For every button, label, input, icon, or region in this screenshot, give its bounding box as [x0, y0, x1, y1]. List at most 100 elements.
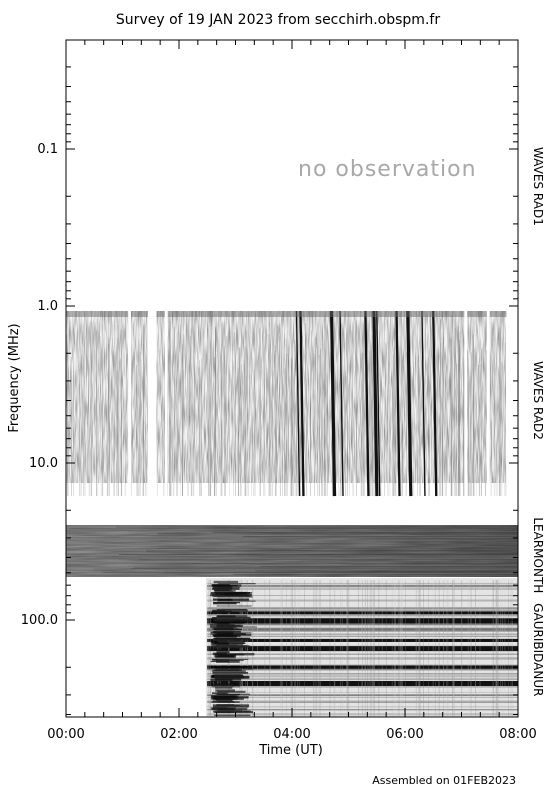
- x-tick-label: 06:00: [386, 727, 423, 742]
- rad2-faint-line: [429, 314, 431, 497]
- rad2-faint-line: [214, 326, 216, 497]
- rad2-faint-line: [97, 332, 99, 497]
- gauri-burst-streak: [216, 660, 240, 663]
- rad2-faint-line: [182, 370, 185, 497]
- chart-title: Survey of 19 JAN 2023 from secchirh.obsp…: [116, 12, 440, 28]
- rad2-faint-line: [79, 325, 81, 497]
- rad2-faint-line: [209, 327, 212, 497]
- rad2-faint-line: [401, 319, 403, 497]
- gauri-burst-streak: [213, 640, 252, 642]
- rad2-faint-line: [239, 364, 242, 497]
- panel-label: LEARMONTH: [531, 517, 545, 593]
- rad2-faint-line: [89, 354, 92, 497]
- rad2-faint-line: [193, 317, 195, 497]
- x-axis: 00:00 02:00 04:00 06:00 08:00: [47, 40, 537, 742]
- rad2-faint-line: [468, 368, 470, 497]
- gauri-burst-streak: [216, 704, 235, 706]
- rad2-faint-line: [393, 348, 395, 497]
- rad2-faint-line: [95, 322, 98, 497]
- rad2-faint-line: [436, 366, 439, 497]
- y-tick-label: 10.0: [29, 456, 58, 471]
- rad2-faint-line: [467, 350, 469, 497]
- rad2-faint-line: [478, 354, 481, 497]
- rad2-faint-line: [442, 322, 444, 497]
- gauri-burst-streak: [216, 651, 230, 654]
- panel-label: GAURIBIDANUR: [531, 603, 545, 696]
- rad2-faint-line: [314, 336, 316, 497]
- rad2-faint-line: [286, 330, 289, 497]
- y-tick-label: 1.0: [37, 299, 58, 314]
- rad2-faint-line: [499, 312, 501, 497]
- no-observation-note: no observation: [298, 157, 477, 182]
- rad2-faint-line: [169, 313, 171, 497]
- gauri-burst-streak: [212, 586, 233, 590]
- rad2-faint-line: [210, 316, 212, 497]
- gauri-burst-streak: [210, 648, 224, 652]
- rad2-faint-line: [439, 319, 442, 497]
- rad2-faint-line: [142, 343, 145, 497]
- gauri-burst-streak: [216, 628, 232, 631]
- gauri-burst-streak: [217, 583, 256, 585]
- rad2-faint-line: [144, 324, 147, 497]
- rad2-faint-line: [405, 351, 408, 497]
- rad2-faint-line: [451, 316, 453, 497]
- panel-waves-rad1: no observation: [298, 157, 477, 182]
- rad2-faint-line: [268, 334, 271, 497]
- rad2-gap: [147, 305, 157, 499]
- gauri-burst-streak: [213, 620, 248, 623]
- rad2-faint-line: [253, 368, 255, 497]
- panel-label: WAVES RAD2: [531, 361, 545, 440]
- rad2-faint-line: [225, 335, 228, 497]
- rad2-faint-line: [162, 331, 164, 497]
- rad2-faint-line: [177, 341, 180, 497]
- rad2-burst-line: [295, 310, 301, 497]
- gauri-burst-streak: [213, 602, 237, 605]
- rad2-faint-line: [259, 327, 262, 497]
- gauri-burst-streak: [211, 644, 238, 647]
- rad2-faint-line: [130, 324, 133, 497]
- gauri-burst-streak: [213, 590, 236, 592]
- rad2-faint-line: [500, 362, 503, 497]
- rad2-faint-line: [223, 346, 226, 497]
- gauri-burst-streak: [215, 668, 240, 670]
- rad2-faint-line: [291, 339, 294, 497]
- rad2-faint-line: [462, 356, 465, 497]
- rad2-faint-line: [305, 323, 308, 497]
- y-tick-label: 100.0: [21, 613, 58, 628]
- rad2-gap: [464, 305, 468, 499]
- gauri-burst-streak: [212, 652, 227, 656]
- rad2-faint-line: [107, 326, 110, 497]
- rad2-faint-line: [168, 329, 170, 497]
- rad2-gap: [128, 305, 131, 499]
- rad2-faint-line: [418, 356, 421, 497]
- rad2-faint-line: [266, 367, 269, 497]
- rad2-faint-line: [189, 336, 192, 497]
- rad2-faint-line: [401, 365, 404, 497]
- gauri-burst-streak: [212, 700, 233, 703]
- rad2-faint-line: [280, 316, 283, 497]
- rad2-faint-line: [359, 311, 362, 497]
- gauri-burst-streak: [213, 588, 230, 591]
- rad2-faint-line: [142, 325, 144, 497]
- y-tick-label: 0.1: [37, 142, 58, 157]
- rad2-faint-line: [360, 352, 363, 497]
- gauri-burst-streak: [211, 686, 241, 688]
- rad2-faint-line: [291, 357, 293, 497]
- gauri-burst-streak: [213, 584, 238, 587]
- gauri-burst-streak: [216, 594, 241, 596]
- rad2-faint-line: [271, 313, 274, 497]
- rad2-faint-line: [321, 343, 324, 497]
- gauri-burst-streak: [216, 605, 252, 607]
- rad2-faint-line: [503, 312, 505, 497]
- rad2-faint-line: [417, 355, 420, 497]
- rad2-faint-line: [107, 344, 109, 497]
- rad2-faint-line: [467, 330, 470, 497]
- rad2-faint-line: [286, 338, 288, 497]
- rad2-faint-line: [182, 333, 184, 497]
- rad2-faint-line: [207, 329, 209, 497]
- gauri-burst-streak: [214, 687, 233, 689]
- gauri-burst-streak: [217, 595, 253, 598]
- rad2-faint-line: [289, 352, 292, 497]
- gauri-burst-streak: [217, 600, 256, 602]
